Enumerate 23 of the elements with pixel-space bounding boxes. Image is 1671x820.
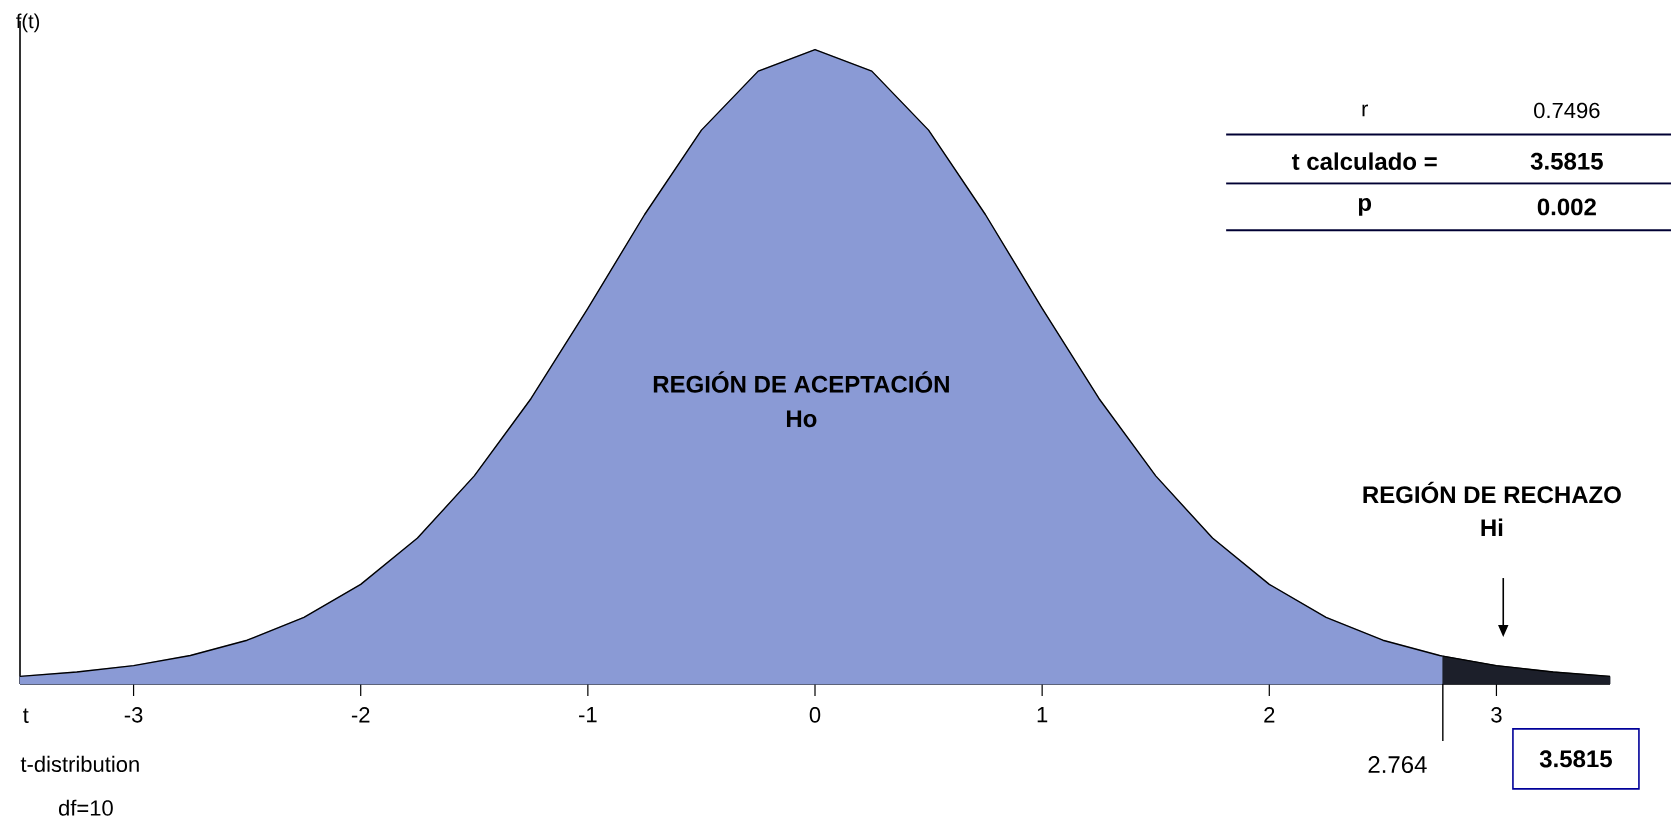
x-tick-label: -2 xyxy=(351,707,370,723)
annotation: 3.5815 xyxy=(1530,152,1603,170)
annotation: REGIÓN DE RECHAZO xyxy=(1363,481,1621,504)
x-tick-label: 2 xyxy=(1264,707,1275,723)
text: t-distribution xyxy=(20,755,139,773)
x-tick-label: 0 xyxy=(809,707,821,723)
annotation: 0.002 xyxy=(1537,198,1596,216)
ref-line-label: 2.764 xyxy=(1368,756,1427,774)
text: df=10 xyxy=(58,799,113,816)
x-tick-label: 3 xyxy=(1491,707,1502,723)
annotation: Hi xyxy=(1481,518,1503,536)
annotation: REGIÓN DE ACEPTACIÓN xyxy=(653,371,949,393)
annotation: t calculado = xyxy=(1291,152,1437,171)
y-axis-title: f(t) xyxy=(16,13,40,33)
x-axis-title: t xyxy=(23,708,29,723)
annotation: r xyxy=(1362,104,1368,117)
annotation: 0.7496 xyxy=(1534,102,1600,119)
annotation: Ho xyxy=(786,410,817,428)
x-tick-label: 1 xyxy=(1037,707,1048,723)
x-tick-label: -3 xyxy=(124,707,143,723)
annotation: p xyxy=(1358,197,1372,216)
x-tick-label: -1 xyxy=(579,707,597,723)
text: 3.5815 xyxy=(1539,750,1612,768)
